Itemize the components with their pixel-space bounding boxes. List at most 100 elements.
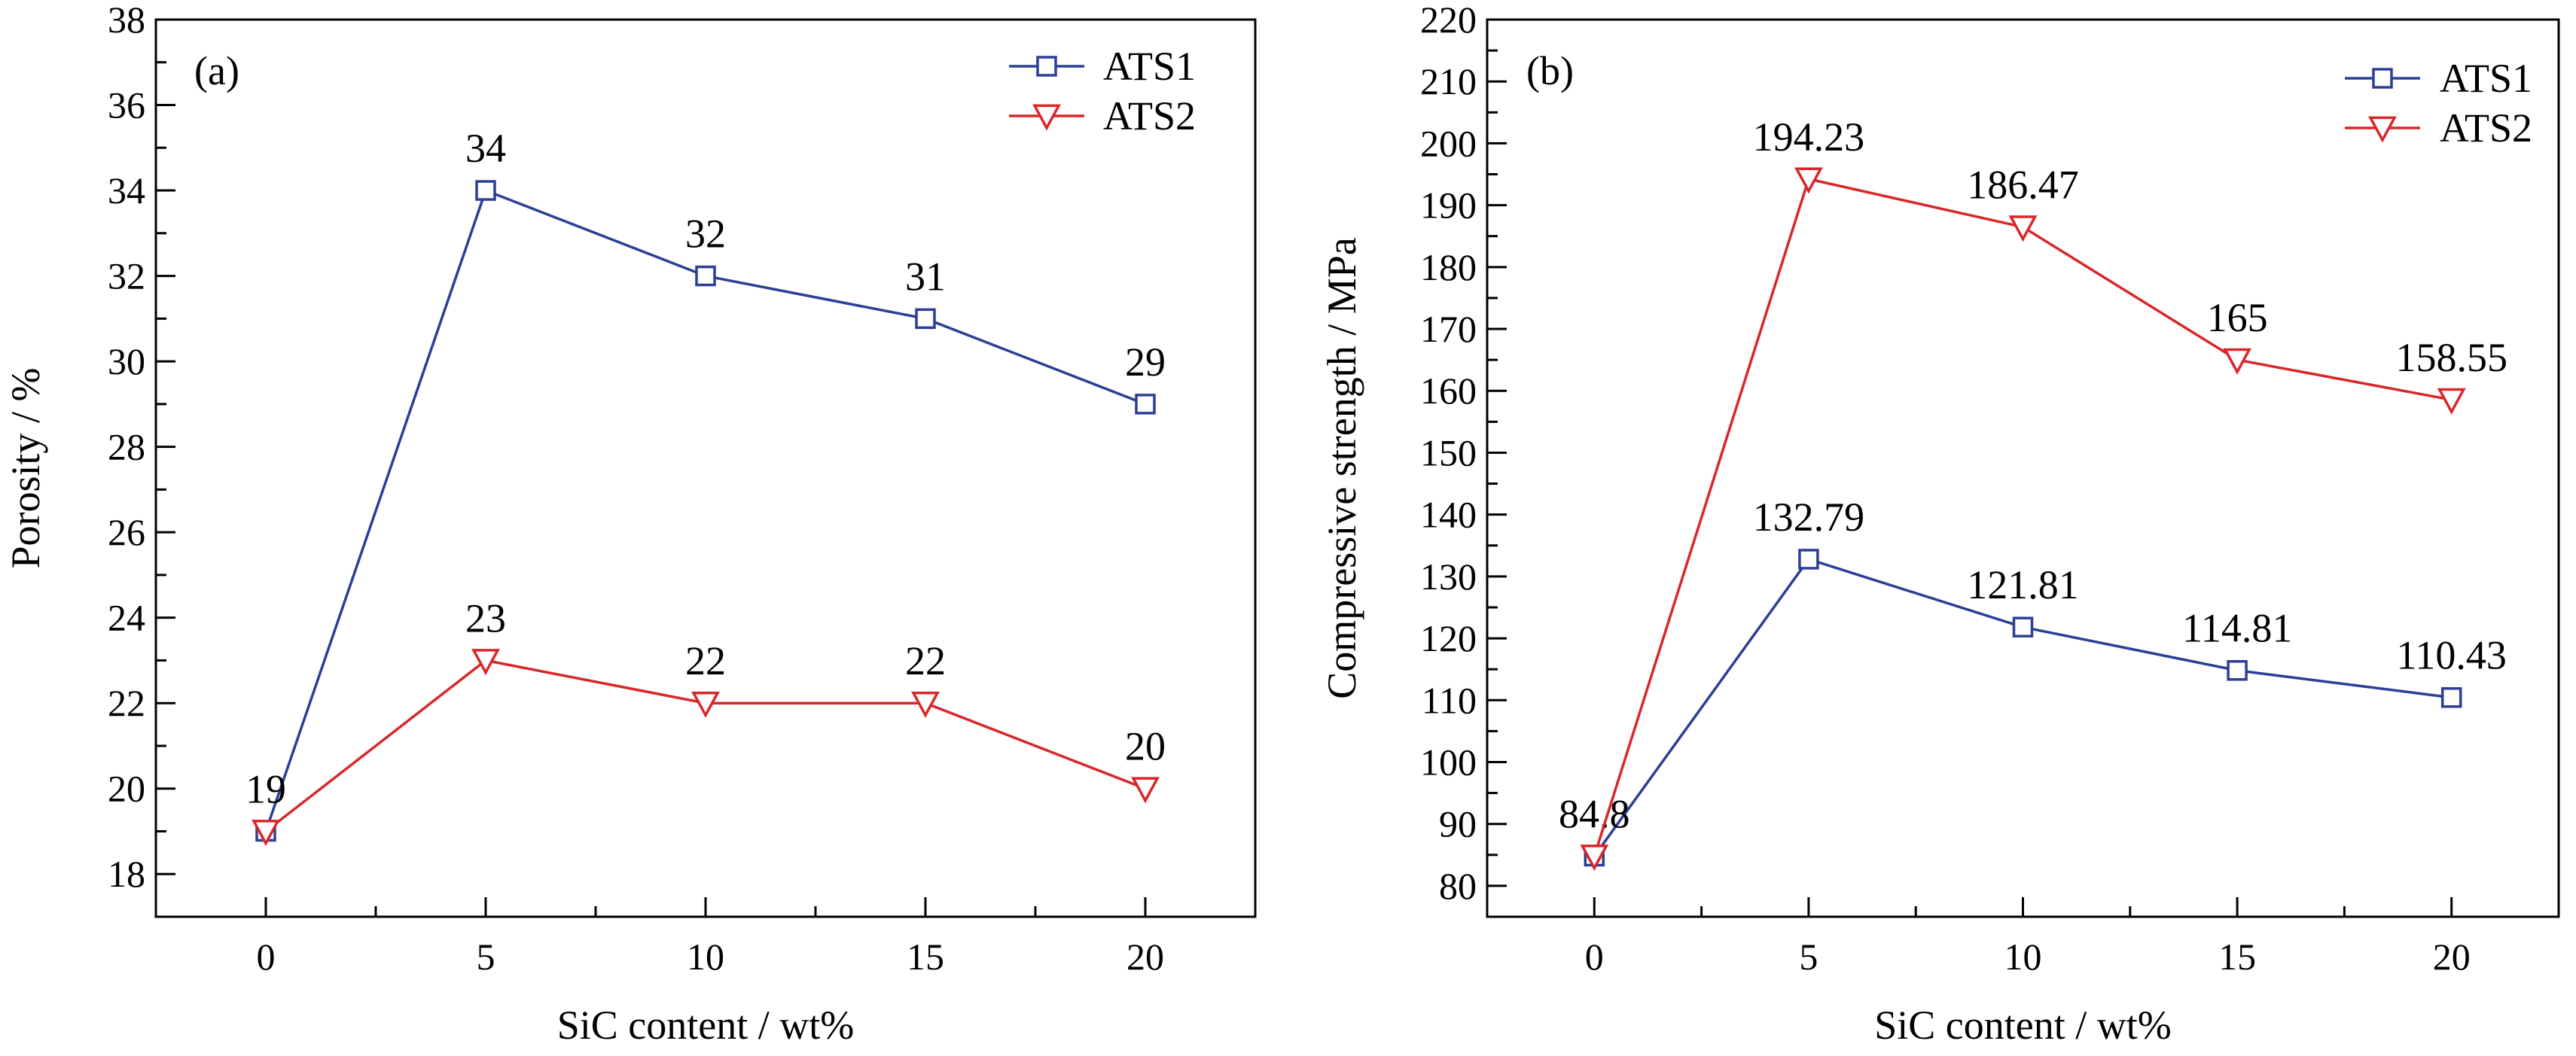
x-tick-label: 0 bbox=[257, 936, 276, 978]
data-label: 132.79 bbox=[1753, 495, 1865, 540]
legend-label: ATS2 bbox=[1103, 93, 1196, 138]
y-tick-label: 110 bbox=[1422, 679, 1477, 721]
x-tick-label: 5 bbox=[1799, 936, 1818, 978]
legend-marker bbox=[2372, 68, 2393, 89]
x-tick-label: 20 bbox=[2433, 936, 2471, 978]
data-label: 31 bbox=[905, 254, 946, 299]
data-label: 114.81 bbox=[2182, 606, 2293, 651]
y-tick-label: 220 bbox=[1420, 0, 1477, 41]
y-tick-label: 80 bbox=[1439, 865, 1477, 907]
y-tick-label: 120 bbox=[1420, 617, 1477, 659]
data-point bbox=[915, 308, 936, 330]
data-point bbox=[2223, 348, 2252, 375]
y-tick-label: 100 bbox=[1420, 741, 1477, 783]
data-label: 22 bbox=[905, 638, 946, 683]
x-tick-label: 0 bbox=[1585, 936, 1604, 978]
x-tick-label: 10 bbox=[2004, 936, 2042, 978]
x-tick-label: 20 bbox=[1126, 936, 1164, 978]
data-label: 29 bbox=[1125, 339, 1166, 385]
data-point bbox=[2008, 215, 2038, 242]
series-ats2: 194.23 186.47 165 158.55 bbox=[1580, 114, 2507, 872]
data-point bbox=[471, 649, 500, 676]
y-tick-label: 210 bbox=[1420, 60, 1477, 102]
data-point bbox=[2012, 616, 2034, 638]
legend-marker bbox=[2368, 116, 2397, 143]
y-tick-label: 20 bbox=[108, 768, 145, 810]
data-label: 186.47 bbox=[1967, 163, 2079, 208]
data-point bbox=[2227, 659, 2248, 681]
data-point bbox=[2437, 388, 2466, 415]
y-axis-title: Compressive strength / MPa bbox=[1319, 237, 1364, 698]
y-tick-label: 180 bbox=[1420, 246, 1477, 288]
legend-entry-ats1: ATS1 bbox=[1009, 44, 1196, 89]
y-tick-label: 32 bbox=[108, 255, 145, 297]
x-axis-title: SiC content / wt% bbox=[1874, 1003, 2171, 1048]
series-line bbox=[264, 659, 1146, 832]
y-tick-label: 30 bbox=[108, 340, 145, 382]
data-label: 110.43 bbox=[2396, 633, 2507, 678]
data-label: 165 bbox=[2207, 295, 2268, 340]
data-point bbox=[252, 820, 280, 847]
data-point bbox=[1798, 549, 1819, 570]
data-point bbox=[1580, 844, 1609, 872]
series-ats2: 23 22 22 20 bbox=[252, 595, 1166, 847]
data-point bbox=[2440, 686, 2462, 708]
data-point bbox=[691, 691, 720, 718]
y-tick-label: 38 bbox=[108, 0, 145, 41]
series-ats1: 19 34 32 31 29 bbox=[245, 126, 1166, 842]
x-tick-label: 10 bbox=[687, 936, 724, 978]
x-axis-title: SiC content / wt% bbox=[557, 1003, 854, 1048]
plot-frame bbox=[154, 18, 1257, 918]
y-tick-label: 34 bbox=[108, 169, 145, 212]
y-tick-label: 18 bbox=[108, 853, 145, 895]
y-tick-label: 24 bbox=[108, 597, 145, 639]
x-tick-label: 5 bbox=[477, 936, 495, 978]
data-label: 84.8 bbox=[1559, 791, 1630, 836]
y-tick-label: 28 bbox=[108, 426, 145, 468]
data-label: 34 bbox=[465, 126, 506, 171]
y-tick-label: 170 bbox=[1420, 308, 1477, 350]
legend-label: ATS1 bbox=[2440, 56, 2532, 101]
legend-marker bbox=[1036, 56, 1057, 77]
panel-b: 0 5 10 15 20 80 90 100 110 120 130 140 150 160 170 180 1… bbox=[1319, 0, 2560, 1048]
data-point bbox=[475, 180, 496, 201]
data-label: 20 bbox=[1125, 724, 1166, 769]
data-label: 194.23 bbox=[1753, 114, 1865, 160]
y-tick-label: 200 bbox=[1420, 122, 1477, 164]
legend-entry-ats1: ATS1 bbox=[2345, 56, 2532, 101]
data-label: 19 bbox=[245, 766, 286, 811]
y-tick-label: 160 bbox=[1420, 370, 1477, 412]
y-tick-label: 130 bbox=[1420, 555, 1477, 598]
y-tick-label: 90 bbox=[1439, 803, 1477, 845]
data-label: 32 bbox=[685, 212, 726, 257]
series-ats1: 84.8 132.79 121.81 114.81 110.43 bbox=[1559, 495, 2507, 867]
series-line bbox=[1593, 177, 2453, 857]
legend-entry-ats2: ATS2 bbox=[1009, 93, 1196, 138]
data-label: 23 bbox=[465, 595, 506, 641]
legend-marker bbox=[1032, 104, 1061, 131]
series-line bbox=[264, 188, 1146, 832]
data-point bbox=[1135, 394, 1156, 415]
data-label: 158.55 bbox=[2395, 335, 2507, 380]
data-point bbox=[1131, 777, 1160, 804]
legend-label: ATS1 bbox=[1103, 44, 1196, 89]
panel-label: (b) bbox=[1526, 48, 1574, 93]
y-tick-label: 36 bbox=[108, 84, 145, 126]
y-tick-label: 22 bbox=[108, 682, 145, 724]
x-tick-label: 15 bbox=[907, 936, 944, 978]
data-label: 121.81 bbox=[1967, 562, 2079, 607]
y-tick-label: 140 bbox=[1420, 494, 1477, 536]
y-axis-title: Porosity / % bbox=[3, 367, 48, 568]
data-point bbox=[695, 265, 716, 287]
data-point bbox=[911, 691, 940, 718]
legend-entry-ats2: ATS2 bbox=[2345, 105, 2532, 151]
data-point bbox=[1794, 167, 1823, 194]
panel-a: 0 5 10 15 20 18 20 22 24 26 28 30 32 34 36 38 SiC conten… bbox=[3, 0, 1257, 1048]
data-label: 22 bbox=[685, 638, 726, 683]
panel-label: (a) bbox=[194, 48, 239, 93]
legend-label: ATS2 bbox=[2440, 105, 2532, 151]
y-tick-label: 190 bbox=[1420, 184, 1477, 227]
y-tick-label: 26 bbox=[108, 511, 145, 553]
